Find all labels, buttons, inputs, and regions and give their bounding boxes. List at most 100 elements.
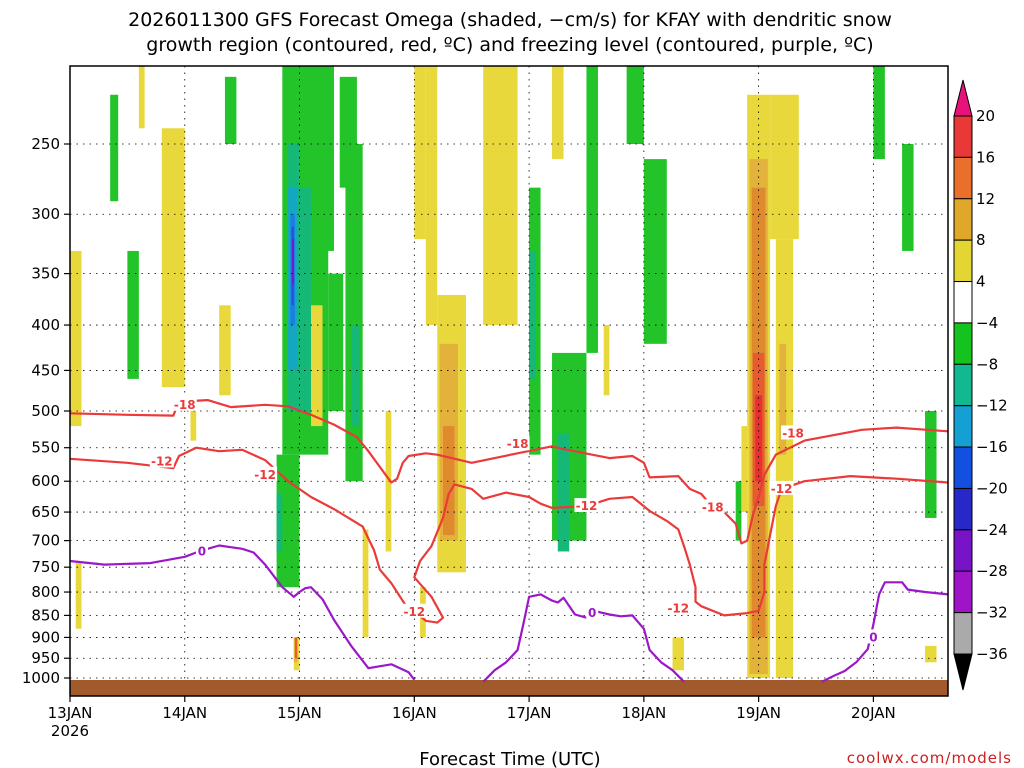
freezing-contour-label: 0 bbox=[588, 606, 596, 620]
colorbar-box-11 bbox=[953, 570, 973, 614]
colorbar-box-1 bbox=[953, 156, 973, 200]
shaded-region-15 bbox=[292, 239, 295, 285]
dendritic-contour-label: -12 bbox=[771, 482, 793, 496]
y-tick-label-1000: 1000 bbox=[22, 669, 60, 687]
colorbar-label: −12 bbox=[976, 397, 1008, 415]
y-tick-label-850: 850 bbox=[31, 606, 60, 624]
shaded-region-56 bbox=[873, 66, 885, 160]
shaded-region-16 bbox=[276, 493, 283, 552]
shaded-region-22 bbox=[322, 66, 334, 251]
y-tick-label-450: 450 bbox=[31, 361, 60, 379]
x-tick-label-2: 15JAN bbox=[277, 704, 322, 722]
shaded-region-19 bbox=[294, 637, 298, 659]
shaded-region-6 bbox=[110, 94, 119, 202]
shaded-region-59 bbox=[925, 645, 937, 663]
shaded-region-27 bbox=[362, 529, 369, 638]
shaded-region-2 bbox=[138, 66, 145, 129]
colorbar-bottom-arrow bbox=[953, 653, 973, 691]
x-tick-label-4: 17JAN bbox=[507, 704, 552, 722]
contour-label-bg bbox=[149, 453, 174, 468]
shaded-region-47 bbox=[741, 426, 748, 513]
dendritic-contour-label: -12 bbox=[667, 602, 689, 616]
freezing-contour-2 bbox=[821, 581, 949, 683]
shaded-region-4 bbox=[190, 403, 197, 441]
colorbar-label: −16 bbox=[976, 438, 1008, 456]
x-tick-sublabel-0: 2026 bbox=[51, 722, 89, 740]
shaded-region-3 bbox=[161, 128, 185, 388]
colorbar-box-4 bbox=[953, 281, 973, 324]
colorbar-label: −24 bbox=[976, 521, 1008, 539]
dendritic-contour--18 bbox=[69, 399, 949, 545]
shaded-region-35 bbox=[483, 66, 518, 326]
ground-surface bbox=[70, 680, 948, 696]
dendritic-contour-label: -18 bbox=[782, 426, 804, 440]
colorbar-label: 4 bbox=[976, 273, 986, 291]
dendritic-contour-label: -12 bbox=[403, 605, 425, 619]
freezing-label-bg bbox=[586, 605, 599, 620]
shaded-region-20 bbox=[299, 66, 312, 188]
colorbar-box-3 bbox=[953, 239, 973, 283]
shaded-region-28 bbox=[385, 411, 392, 552]
shaded-region-40 bbox=[557, 433, 570, 552]
credit-text: coolwx.com/models bbox=[847, 749, 1012, 767]
colorbar-box-0 bbox=[953, 115, 973, 158]
colorbar-box-6 bbox=[953, 363, 973, 407]
shaded-region-8 bbox=[224, 76, 237, 144]
freezing-contour-0 bbox=[69, 544, 416, 681]
x-tick-label-1: 14JAN bbox=[162, 704, 207, 722]
colorbar-box-10 bbox=[953, 529, 973, 572]
dendritic-contour-label: -18 bbox=[702, 500, 724, 514]
shaded-region-10 bbox=[276, 454, 300, 588]
contour-label-bg bbox=[769, 480, 794, 495]
shaded-region-23 bbox=[328, 273, 344, 411]
shaded-region-57 bbox=[902, 144, 914, 251]
y-tick-label-600: 600 bbox=[31, 472, 60, 490]
colorbar-label: −8 bbox=[976, 355, 998, 373]
dendritic-contour-label: -18 bbox=[174, 398, 196, 412]
y-tick-label-250: 250 bbox=[31, 135, 60, 153]
y-tick-label-300: 300 bbox=[31, 205, 60, 223]
shaded-region-58 bbox=[925, 411, 937, 518]
x-tick-label-7: 20JAN bbox=[851, 704, 896, 722]
shaded-region-26 bbox=[351, 325, 360, 427]
contour-label-bg bbox=[781, 425, 806, 440]
freezing-label-bg bbox=[867, 629, 880, 644]
x-axis-label: Forecast Time (UTC) bbox=[419, 749, 600, 768]
freezing-contour-label: 0 bbox=[869, 630, 877, 644]
shaded-region-38 bbox=[529, 250, 536, 379]
plot-frame bbox=[69, 65, 949, 697]
shaded-region-21 bbox=[311, 305, 323, 427]
colorbar-label: −4 bbox=[976, 314, 998, 332]
shaded-region-0 bbox=[70, 250, 82, 427]
shaded-region-54 bbox=[775, 239, 794, 678]
x-tick-label-6: 19JAN bbox=[736, 704, 781, 722]
x-tick-label-5: 18JAN bbox=[621, 704, 666, 722]
colorbar-box-9 bbox=[953, 487, 973, 531]
freezing-contour-1 bbox=[482, 593, 685, 683]
colorbar-box-2 bbox=[953, 198, 973, 241]
shaded-region-33 bbox=[443, 426, 455, 536]
colorbar-label: −28 bbox=[976, 562, 1008, 580]
y-tick-label-750: 750 bbox=[31, 558, 60, 576]
contour-lines: -18 -18 -18 -18 -12 -12 -12 -12 -12 -12 0 0 0 bbox=[69, 396, 949, 683]
x-tick-label-0: 13JAN bbox=[48, 704, 93, 722]
shaded-region-7 bbox=[127, 250, 139, 379]
contour-label-bg bbox=[172, 396, 197, 411]
contour-label-bg bbox=[402, 603, 427, 618]
shaded-region-43 bbox=[626, 66, 644, 144]
shaded-region-55 bbox=[779, 343, 787, 455]
y-axis-ticks: 250 300 350 400 450 500 550 600 650 700 750 800 850 9… bbox=[22, 135, 70, 687]
shaded-region-41 bbox=[586, 66, 598, 353]
freezing-contour-label: 0 bbox=[198, 544, 206, 558]
shaded-region-44 bbox=[603, 325, 610, 396]
shaded-region-36 bbox=[552, 66, 564, 160]
dendritic-contour-label: -12 bbox=[151, 454, 173, 468]
colorbar-box-8 bbox=[953, 446, 973, 489]
colorbar-top-arrow bbox=[953, 79, 973, 117]
y-tick-label-550: 550 bbox=[31, 439, 60, 457]
colorbar-label: 20 bbox=[976, 107, 995, 125]
colorbar-label: 16 bbox=[976, 148, 995, 166]
omega-shading bbox=[70, 66, 937, 678]
dendritic-contour-label: -12 bbox=[576, 499, 598, 513]
x-tick-label-3: 16JAN bbox=[392, 704, 437, 722]
